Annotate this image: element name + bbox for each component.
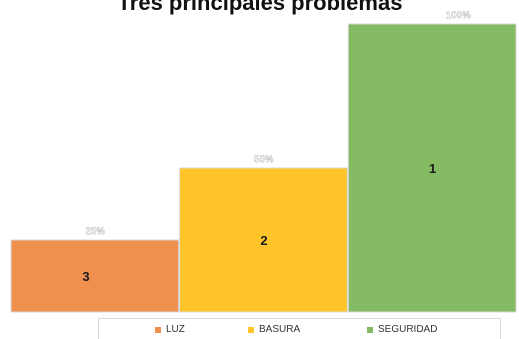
chart-legend: LUZ BASURA SEGURIDAD [98, 318, 501, 339]
legend-item-seguridad: SEGURIDAD [367, 324, 437, 335]
bar-rank-label-seguridad: 1 [429, 161, 436, 176]
bar-basura [179, 167, 348, 313]
legend-label-luz: LUZ [166, 324, 185, 335]
bar-rank-label-basura: 2 [260, 233, 267, 248]
bar-rank-label-luz: 3 [82, 269, 89, 284]
data-label-seguridad: 100% [446, 10, 471, 20]
bar-seguridad [347, 23, 517, 313]
chart-title: Tres principales problemas [118, 0, 403, 15]
legend-item-luz: LUZ [155, 324, 185, 335]
legend-item-basura: BASURA [248, 324, 300, 335]
legend-swatch-basura [248, 326, 254, 333]
bar-chart: Tres principales problemas 3 25% 2 50% 1 100% [10, 0, 517, 313]
bar-luz [10, 239, 180, 313]
data-label-basura: 50% [254, 154, 274, 164]
data-label-luz: 25% [86, 226, 106, 236]
legend-swatch-seguridad [367, 326, 373, 333]
legend-swatch-luz [155, 326, 161, 333]
legend-label-basura: BASURA [259, 324, 301, 335]
legend-label-seguridad: SEGURIDAD [378, 324, 438, 335]
bars-layer: 3 25% 2 50% 1 100% [10, 10, 517, 313]
